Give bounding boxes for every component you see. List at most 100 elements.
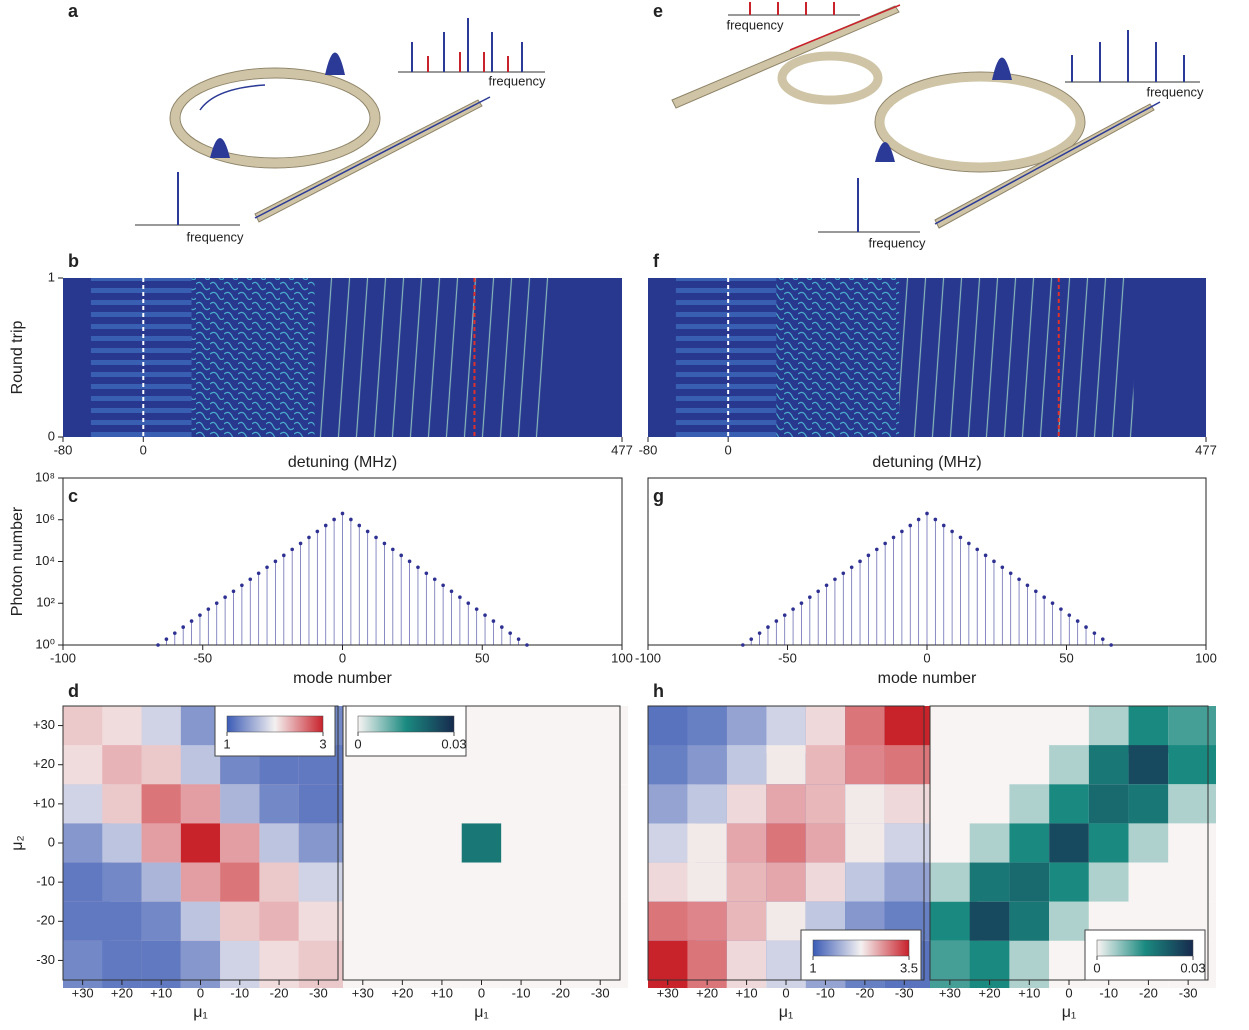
diagram-a: a frequency frequency xyxy=(68,1,546,245)
stem-dot xyxy=(833,577,837,581)
texture xyxy=(899,278,1133,437)
x-tick-label: +20 xyxy=(391,985,413,1000)
cell xyxy=(462,863,502,902)
cell xyxy=(1129,784,1169,823)
y-tick-label: +20 xyxy=(33,756,55,771)
stem-dot xyxy=(816,589,820,593)
cell xyxy=(806,745,845,784)
stem-dot xyxy=(1017,577,1021,581)
stem-dot xyxy=(492,619,496,623)
cell xyxy=(422,863,462,902)
stem-dot xyxy=(1109,643,1113,647)
stem-dot xyxy=(299,542,303,546)
stem-dot xyxy=(324,524,328,528)
cell xyxy=(422,823,462,862)
cell xyxy=(462,784,502,823)
cell xyxy=(766,863,805,902)
x-axis-label: detuning (MHz) xyxy=(872,454,981,471)
cell xyxy=(142,823,181,862)
cell xyxy=(299,902,346,941)
stem-dot xyxy=(173,631,177,635)
cell xyxy=(299,863,346,902)
cell xyxy=(181,902,220,941)
colorbar xyxy=(813,940,909,956)
cell xyxy=(102,863,141,902)
stem-dot xyxy=(316,530,320,534)
x-tick-label: 0 xyxy=(1065,985,1072,1000)
stem-dot xyxy=(858,560,862,564)
cell xyxy=(1168,784,1216,823)
cell xyxy=(102,745,141,784)
x-tick-label: 0 xyxy=(923,650,930,665)
cell xyxy=(422,784,462,823)
cell xyxy=(727,863,766,902)
panel-label: c xyxy=(68,486,78,506)
cell xyxy=(970,863,1010,902)
cell xyxy=(580,745,628,784)
stem-dot xyxy=(240,583,244,587)
stem-dot xyxy=(867,554,871,558)
ring xyxy=(175,73,375,163)
x-tick-label: 0 xyxy=(197,985,204,1000)
cell xyxy=(541,902,581,941)
stem-dot xyxy=(992,560,996,564)
stem-dot xyxy=(257,572,261,576)
cell xyxy=(142,745,181,784)
stem-dot xyxy=(190,619,194,623)
cell xyxy=(383,784,423,823)
y-tick-label: 10⁶ xyxy=(35,511,55,526)
x-tick-label: -20 xyxy=(1139,985,1158,1000)
stem-dot xyxy=(1034,589,1038,593)
stem-dot xyxy=(215,601,219,605)
panel-label: g xyxy=(653,486,664,506)
stem-dot xyxy=(383,542,387,546)
stem-dot xyxy=(850,566,854,570)
cell xyxy=(1049,784,1089,823)
x-tick-label: -100 xyxy=(635,650,661,665)
colorbar xyxy=(358,716,454,732)
y-tick-label: 10⁰ xyxy=(35,636,55,651)
cell xyxy=(501,784,541,823)
cell xyxy=(845,823,884,862)
cell xyxy=(181,745,220,784)
cell xyxy=(580,784,628,823)
cell xyxy=(727,745,766,784)
stem-dot xyxy=(1101,637,1105,641)
x-tick-label: +20 xyxy=(979,985,1001,1000)
cell xyxy=(259,784,298,823)
y-tick-label: 10⁴ xyxy=(35,553,55,568)
cell xyxy=(1049,863,1089,902)
stem-dot xyxy=(741,643,745,647)
spectrum-label: frequency xyxy=(868,235,926,250)
cell xyxy=(299,941,346,988)
x-tick-label: 100 xyxy=(611,650,633,665)
cell xyxy=(181,784,220,823)
x-tick-label: -10 xyxy=(512,985,531,1000)
comb xyxy=(1072,30,1184,82)
cell xyxy=(727,823,766,862)
cell xyxy=(766,784,805,823)
colorbar-label: 0.03 xyxy=(441,736,466,751)
y-tick-label: +30 xyxy=(33,717,55,732)
stem-dot xyxy=(1067,613,1071,617)
stem-dot xyxy=(156,643,160,647)
stem-dot xyxy=(975,548,979,552)
cell xyxy=(806,863,845,902)
x-tick-label: +10 xyxy=(1018,985,1040,1000)
x-axis-label: μ₁ xyxy=(1062,1004,1077,1021)
x-tick-label: 0 xyxy=(140,442,147,457)
x-axis-label: mode number xyxy=(293,670,392,687)
cell xyxy=(1009,784,1049,823)
cell xyxy=(383,902,423,941)
texture xyxy=(192,278,315,437)
cell xyxy=(1049,745,1089,784)
stem-dot xyxy=(925,512,929,516)
x-tick-label: -20 xyxy=(855,985,874,1000)
x-tick-label: 50 xyxy=(1059,650,1073,665)
stem-dot xyxy=(399,554,403,558)
cell xyxy=(1009,863,1049,902)
x-tick-label: +20 xyxy=(111,985,133,1000)
cell xyxy=(383,823,423,862)
cell xyxy=(462,823,502,862)
x-tick-label: +20 xyxy=(696,985,718,1000)
